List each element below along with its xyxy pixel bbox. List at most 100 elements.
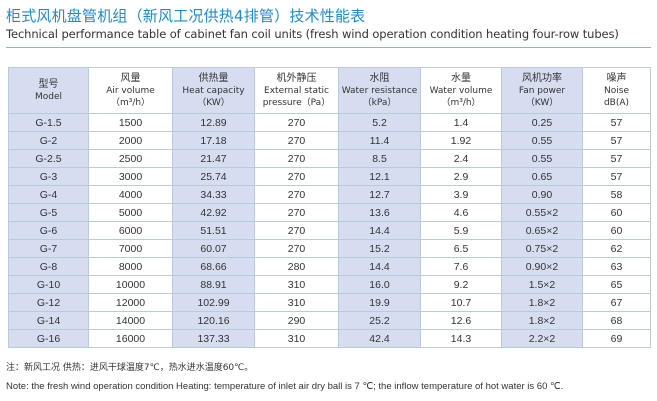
- header-air-volume-cn: 风量: [120, 72, 141, 84]
- header-fan-power-cn: 风机功率: [522, 72, 562, 84]
- cell-fan-power: 2.2×2: [501, 329, 583, 348]
- header-model-en: Model: [34, 91, 63, 102]
- cell-fan-power: 0.65: [501, 167, 583, 186]
- cell-water-volume: 1.4: [420, 113, 502, 132]
- cell-water-resistance: 14.4: [338, 221, 421, 240]
- cell-heat-capacity: 17.18: [172, 131, 255, 150]
- header-water-resistance-cn: 水阻: [369, 72, 390, 84]
- table-row: G-14 14000 120.16 290 25.2 12.6 1.8×2 68: [8, 311, 651, 330]
- cell-water-resistance: 5.2: [338, 113, 421, 132]
- cell-heat-capacity: 137.33: [172, 329, 255, 348]
- cell-fan-power: 1.8×2: [501, 293, 583, 312]
- cell-model: G-3: [8, 167, 89, 186]
- cell-external-static-pressure: 270: [254, 167, 339, 186]
- cell-water-volume: 9.2: [420, 275, 502, 294]
- cell-external-static-pressure: 270: [254, 239, 339, 258]
- cell-model: G-16: [8, 329, 89, 348]
- header-water-volume: 水量 Water volume （m³/h）: [420, 67, 502, 114]
- header-water-resistance-en: Water resistance: [341, 85, 418, 96]
- cell-noise: 67: [582, 293, 651, 312]
- header-noise: 噪声 Noise dB(A): [582, 67, 651, 114]
- cell-external-static-pressure: 310: [254, 329, 339, 348]
- cell-model: G-14: [8, 311, 89, 330]
- table-row: G-10 10000 88.91 310 16.0 9.2 1.5×2 65: [8, 275, 651, 294]
- cell-air-volume: 1500: [88, 113, 173, 132]
- cell-water-volume: 7.6: [420, 257, 502, 276]
- cell-heat-capacity: 120.16: [172, 311, 255, 330]
- cell-noise: 68: [582, 311, 651, 330]
- header-heat-capacity-en: Heat capacity: [182, 85, 245, 96]
- cell-noise: 58: [582, 185, 651, 204]
- cell-fan-power: 0.65×2: [501, 221, 583, 240]
- header-model-cn: 型号: [38, 78, 59, 90]
- header-heat-capacity-cn: 供热量: [198, 72, 229, 84]
- cell-noise: 65: [582, 275, 651, 294]
- cell-water-volume: 6.5: [420, 239, 502, 258]
- cell-air-volume: 8000: [88, 257, 173, 276]
- cell-water-volume: 3.9: [420, 185, 502, 204]
- note-chinese: 注：新风工况 供热：进风干球温度7℃，热水进水温度60℃。: [6, 363, 254, 373]
- cell-water-resistance: 8.5: [338, 149, 421, 168]
- cell-air-volume: 2000: [88, 131, 173, 150]
- cell-heat-capacity: 21.47: [172, 149, 255, 168]
- cell-air-volume: 6000: [88, 221, 173, 240]
- table-row: G-16 16000 137.33 310 42.4 14.3 2.2×2 69: [8, 329, 651, 348]
- cell-model: G-4: [8, 185, 89, 204]
- cell-noise: 57: [582, 131, 651, 150]
- cell-noise: 57: [582, 113, 651, 132]
- header-noise-en: Noise: [604, 85, 629, 96]
- cell-air-volume: 12000: [88, 293, 173, 312]
- header-fan-power: 风机功率 Fan power （KW）: [501, 67, 583, 114]
- cell-heat-capacity: 60.07: [172, 239, 255, 258]
- cell-air-volume: 16000: [88, 329, 173, 348]
- table-row: G-2 2000 17.18 270 11.4 1.92 0.55 57: [8, 131, 651, 150]
- cell-water-resistance: 12.7: [338, 185, 421, 204]
- cell-water-volume: 4.6: [420, 203, 502, 222]
- header-external-static-pressure-unit: pressure（Pa）: [262, 97, 331, 108]
- cell-heat-capacity: 88.91: [172, 275, 255, 294]
- cell-heat-capacity: 68.66: [172, 257, 255, 276]
- header-water-volume-cn: 水量: [451, 72, 471, 84]
- header-external-static-pressure-en: External static: [264, 85, 329, 96]
- cell-water-volume: 1.92: [420, 131, 502, 150]
- cell-model: G-7: [8, 239, 89, 258]
- cell-external-static-pressure: 270: [254, 131, 339, 150]
- cell-noise: 57: [582, 149, 651, 168]
- cell-air-volume: 3000: [88, 167, 173, 186]
- cell-external-static-pressure: 280: [254, 257, 339, 276]
- cell-fan-power: 0.90×2: [501, 257, 583, 276]
- cell-noise: 60: [582, 221, 651, 240]
- cell-fan-power: 0.75×2: [501, 239, 583, 258]
- cell-water-volume: 10.7: [420, 293, 502, 312]
- cell-air-volume: 4000: [88, 185, 173, 204]
- cell-water-resistance: 19.9: [338, 293, 421, 312]
- header-external-static-pressure: 机外静压 External static pressure（Pa）: [254, 67, 339, 114]
- cell-noise: 69: [582, 329, 651, 348]
- cell-fan-power: 0.55: [501, 149, 583, 168]
- cell-water-resistance: 11.4: [338, 131, 421, 150]
- cell-external-static-pressure: 310: [254, 293, 339, 312]
- cell-model: G-5: [8, 203, 89, 222]
- cell-noise: 63: [582, 257, 651, 276]
- cell-model: G-8: [8, 257, 89, 276]
- table-row: G-2.5 2500 21.47 270 8.5 2.4 0.55 57: [8, 149, 651, 168]
- table-row: G-7 7000 60.07 270 15.2 6.5 0.75×2 62: [8, 239, 651, 258]
- table-row: G-3 3000 25.74 270 12.1 2.9 0.65 57: [8, 167, 651, 186]
- cell-external-static-pressure: 270: [254, 185, 339, 204]
- cell-air-volume: 10000: [88, 275, 173, 294]
- header-water-volume-unit: （m³/h）: [441, 97, 481, 108]
- cell-fan-power: 1.8×2: [501, 311, 583, 330]
- cell-air-volume: 5000: [88, 203, 173, 222]
- cell-external-static-pressure: 310: [254, 275, 339, 294]
- cell-heat-capacity: 34.33: [172, 185, 255, 204]
- cell-water-resistance: 25.2: [338, 311, 421, 330]
- title-divider: [6, 47, 651, 48]
- header-fan-power-en: Fan power: [518, 85, 566, 96]
- table-row: G-6 6000 51.51 270 14.4 5.9 0.65×2 60: [8, 221, 651, 240]
- header-external-static-pressure-cn: 机外静压: [276, 72, 317, 84]
- cell-water-volume: 12.6: [420, 311, 502, 330]
- cell-air-volume: 2500: [88, 149, 173, 168]
- cell-air-volume: 7000: [88, 239, 173, 258]
- table-row: G-1.5 1500 12.89 270 5.2 1.4 0.25 57: [8, 113, 651, 132]
- cell-water-resistance: 12.1: [338, 167, 421, 186]
